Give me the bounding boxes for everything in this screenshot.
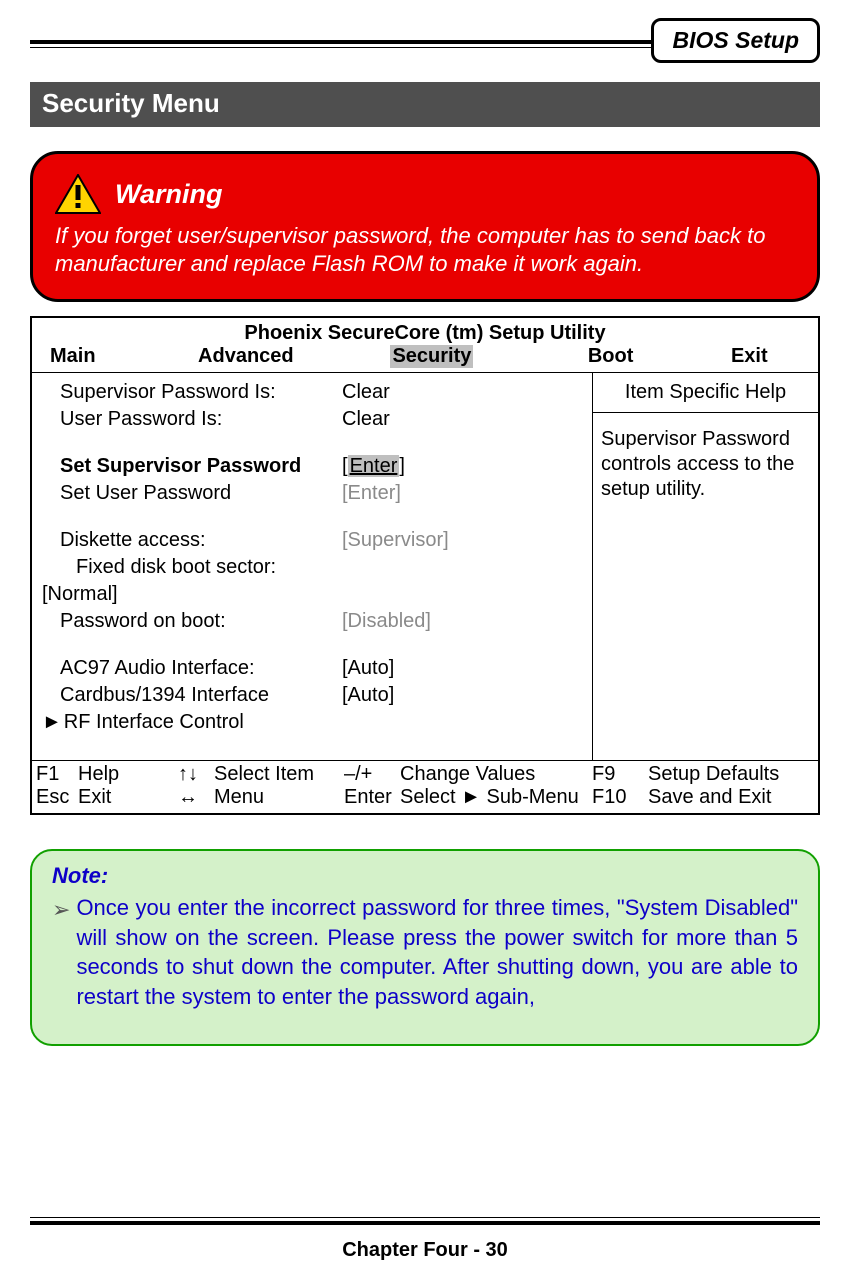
tab-security-label: Security — [390, 345, 473, 368]
ac97-value[interactable]: [Auto] — [342, 655, 582, 682]
legend-f10-key: F10 — [592, 786, 648, 809]
legend-esc-label: Exit — [78, 786, 178, 809]
tab-advanced[interactable]: Advanced — [198, 345, 390, 368]
tab-boot[interactable]: Boot — [588, 345, 731, 368]
diskette-access-label[interactable]: Diskette access: — [42, 527, 342, 554]
legend-enter-label: Select ► Sub-Menu — [400, 786, 592, 809]
tab-security[interactable]: Security — [390, 345, 587, 368]
warning-body: If you forget user/supervisor password, … — [55, 222, 795, 277]
warning-title: Warning — [115, 179, 223, 210]
warning-box: Warning If you forget user/supervisor pa… — [30, 151, 820, 302]
note-bullet-icon: ➢ — [52, 893, 70, 1012]
tab-main[interactable]: Main — [50, 345, 198, 368]
note-title: Note: — [52, 863, 798, 889]
legend-menu-key: ↔ — [178, 786, 214, 809]
chevron-right-icon: ► — [42, 711, 64, 733]
section-title: Security Menu — [30, 82, 820, 127]
set-supervisor-password-value[interactable]: [Enter] — [342, 453, 582, 480]
fixed-disk-value[interactable]: [Normal] — [42, 581, 582, 608]
legend-menu-label: Menu — [214, 786, 344, 809]
set-supervisor-password[interactable]: Set Supervisor Password — [42, 453, 342, 480]
legend-f1-label: Help — [78, 763, 178, 786]
legend-enter-key: Enter — [344, 786, 400, 809]
diskette-access-value[interactable]: [Supervisor] — [342, 527, 582, 554]
legend-change-label: Change Values — [400, 763, 592, 786]
set-user-password[interactable]: Set User Password — [42, 480, 342, 507]
user-password-label: User Password Is: — [42, 406, 342, 433]
note-body: Once you enter the incorrect password fo… — [76, 893, 798, 1012]
supervisor-password-label: Supervisor Password Is: — [42, 379, 342, 406]
page-number: Chapter Four - 30 — [30, 1239, 820, 1262]
bios-setup-badge: BIOS Setup — [651, 18, 820, 63]
tab-exit[interactable]: Exit — [731, 345, 800, 368]
legend-change-key: –/+ — [344, 763, 400, 786]
page-header: BIOS Setup — [30, 18, 820, 70]
cardbus-value[interactable]: [Auto] — [342, 682, 582, 709]
user-password-value: Clear — [342, 406, 582, 433]
legend-f10-label: Save and Exit — [648, 786, 814, 809]
password-on-boot-value[interactable]: [Disabled] — [342, 608, 582, 635]
password-on-boot-label[interactable]: Password on boot: — [42, 608, 342, 635]
bios-title: Phoenix SecureCore (tm) Setup Utility — [32, 318, 818, 345]
legend-f1-key: F1 — [36, 763, 78, 786]
legend-esc-key: Esc — [36, 786, 78, 809]
footer-rule — [30, 1217, 820, 1225]
bios-key-legend: F1 Help ↑↓ Select Item –/+ Change Values… — [32, 761, 818, 813]
legend-select-label: Select Item — [214, 763, 344, 786]
help-panel-body: Supervisor Password controls access to t… — [593, 413, 818, 508]
bios-settings-list: Supervisor Password Is: Clear User Passw… — [32, 373, 593, 760]
set-user-password-value[interactable]: [Enter] — [342, 480, 582, 507]
bios-tab-row: Main Advanced Security Boot Exit — [32, 345, 818, 373]
ac97-label[interactable]: AC97 Audio Interface: — [42, 655, 342, 682]
cardbus-label[interactable]: Cardbus/1394 Interface — [42, 682, 342, 709]
fixed-disk-label[interactable]: Fixed disk boot sector: — [42, 554, 342, 581]
help-panel-title: Item Specific Help — [593, 373, 818, 413]
legend-f9-key: F9 — [592, 763, 648, 786]
supervisor-password-value: Clear — [342, 379, 582, 406]
bios-help-panel: Item Specific Help Supervisor Password c… — [593, 373, 818, 760]
bios-utility-panel: Phoenix SecureCore (tm) Setup Utility Ma… — [30, 316, 820, 815]
legend-select-key: ↑↓ — [178, 763, 214, 786]
page-footer-area: Chapter Four - 30 — [30, 1217, 820, 1262]
rf-interface-control[interactable]: ►RF Interface Control — [42, 709, 342, 736]
warning-triangle-icon — [55, 174, 101, 214]
legend-f9-label: Setup Defaults — [648, 763, 814, 786]
note-box: Note: ➢ Once you enter the incorrect pas… — [30, 849, 820, 1046]
